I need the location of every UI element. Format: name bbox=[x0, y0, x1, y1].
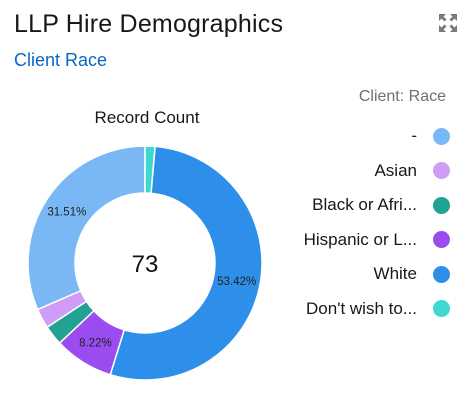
legend-swatch bbox=[433, 265, 450, 283]
donut-chart: 73 31.51% 8.22% 53.42% bbox=[27, 145, 263, 381]
legend-item[interactable]: Don't wish to... bbox=[306, 297, 450, 321]
report-link[interactable]: Client Race bbox=[14, 50, 108, 70]
legend-label: Hispanic or L... bbox=[303, 229, 417, 249]
slice-percent-label: 53.42% bbox=[217, 276, 256, 288]
legend-label: Don't wish to... bbox=[306, 298, 417, 318]
donut-slices bbox=[27, 145, 263, 381]
card-title: LLP Hire Demographics bbox=[14, 10, 284, 38]
legend-title: Client: Race bbox=[358, 88, 446, 105]
slice-percent-label: 8.22% bbox=[79, 337, 112, 349]
legend-swatch bbox=[433, 300, 450, 317]
legend-swatch bbox=[433, 196, 450, 214]
legend-swatch bbox=[433, 231, 450, 248]
legend-label: Black or Afri... bbox=[312, 195, 417, 214]
legend-swatch bbox=[433, 162, 450, 179]
slice-percent-label: 31.51% bbox=[47, 207, 86, 219]
expand-icon-svg bbox=[439, 14, 457, 32]
legend-item[interactable]: White bbox=[374, 262, 450, 286]
center-total: 73 bbox=[132, 251, 159, 278]
donut-slice[interactable] bbox=[109, 145, 263, 381]
legend-item[interactable]: Black or Afri... bbox=[312, 193, 450, 217]
donut-slice[interactable] bbox=[144, 145, 156, 195]
legend-label: White bbox=[373, 264, 417, 283]
legend-item[interactable]: - bbox=[411, 124, 450, 148]
legend-swatch bbox=[433, 127, 450, 145]
donut-slice[interactable] bbox=[27, 145, 146, 311]
slice-labels: 31.51% 8.22% 53.42% bbox=[47, 207, 256, 350]
expand-icon[interactable] bbox=[437, 12, 459, 34]
chart-title: Record Count bbox=[94, 108, 200, 127]
legend-item[interactable]: Hispanic or L... bbox=[304, 228, 450, 252]
legend-item[interactable]: Asian bbox=[374, 159, 450, 183]
legend-label: - bbox=[411, 126, 417, 145]
legend-label: Asian bbox=[374, 160, 417, 180]
